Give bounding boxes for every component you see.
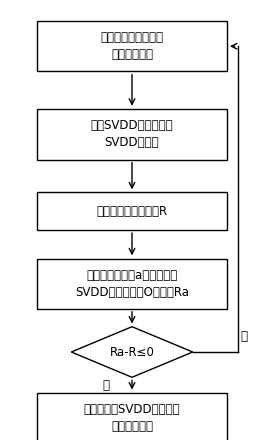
Polygon shape [71, 326, 193, 377]
Text: Ra-R≤0: Ra-R≤0 [110, 345, 154, 359]
Text: 取正常特征样本作为
输入特征矢量: 取正常特征样本作为 输入特征矢量 [101, 31, 163, 61]
FancyBboxPatch shape [37, 193, 227, 230]
Text: 否: 否 [102, 378, 109, 392]
FancyBboxPatch shape [37, 21, 227, 71]
Text: 基于自适应SVDD模型进行
性能退化评估: 基于自适应SVDD模型进行 性能退化评估 [84, 403, 180, 433]
Text: 建立SVDD模型，得到
SVDD超球体: 建立SVDD模型，得到 SVDD超球体 [91, 119, 173, 149]
FancyBboxPatch shape [37, 259, 227, 309]
FancyBboxPatch shape [37, 109, 227, 160]
Text: 输入新特征样本a，计算其到
SVDD超球体中心O的距离Ra: 输入新特征样本a，计算其到 SVDD超球体中心O的距离Ra [75, 269, 189, 299]
Text: 是: 是 [240, 330, 247, 343]
FancyBboxPatch shape [37, 392, 227, 440]
Text: 求取该超球体的半径R: 求取该超球体的半径R [96, 205, 168, 218]
